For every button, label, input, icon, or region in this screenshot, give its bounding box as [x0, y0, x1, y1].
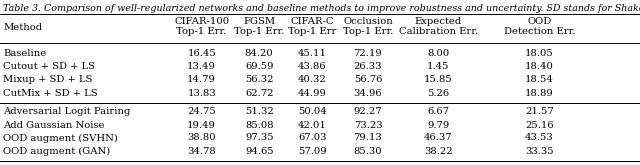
Text: 13.49: 13.49 [187, 63, 216, 71]
Text: 38.22: 38.22 [424, 147, 452, 155]
Text: CutMix + SD + LS: CutMix + SD + LS [3, 88, 98, 98]
Text: OOD augment (SVHN): OOD augment (SVHN) [3, 133, 118, 143]
Text: FGSM: FGSM [243, 17, 275, 27]
Text: 15.85: 15.85 [424, 76, 452, 84]
Text: 44.99: 44.99 [298, 88, 327, 98]
Text: Mixup + SD + LS: Mixup + SD + LS [3, 76, 93, 84]
Text: 84.20: 84.20 [245, 50, 273, 59]
Text: 94.65: 94.65 [245, 147, 273, 155]
Text: 42.01: 42.01 [298, 120, 327, 130]
Text: 34.78: 34.78 [188, 147, 216, 155]
Text: 79.13: 79.13 [354, 133, 382, 143]
Text: 16.45: 16.45 [188, 50, 216, 59]
Text: 13.83: 13.83 [188, 88, 216, 98]
Text: 6.67: 6.67 [428, 108, 449, 116]
Text: Occlusion: Occlusion [343, 17, 393, 27]
Text: 50.04: 50.04 [298, 108, 326, 116]
Text: 18.40: 18.40 [525, 63, 554, 71]
Text: 73.23: 73.23 [354, 120, 382, 130]
Text: Add Gaussian Noise: Add Gaussian Noise [3, 120, 105, 130]
Text: 14.79: 14.79 [187, 76, 216, 84]
Text: Cutout + SD + LS: Cutout + SD + LS [3, 63, 95, 71]
Text: OOD: OOD [527, 17, 552, 27]
Text: 9.79: 9.79 [428, 120, 449, 130]
Text: 34.96: 34.96 [354, 88, 382, 98]
Text: 45.11: 45.11 [298, 50, 327, 59]
Text: 57.09: 57.09 [298, 147, 326, 155]
Text: 85.08: 85.08 [245, 120, 273, 130]
Text: Top-1 Err.: Top-1 Err. [234, 28, 284, 36]
Text: Top-1 Err.: Top-1 Err. [343, 28, 393, 36]
Text: 72.19: 72.19 [354, 50, 382, 59]
Text: Top-1 Err.: Top-1 Err. [177, 28, 227, 36]
Text: Table 3. Comparison of well-regularized networks and baseline methods to improve: Table 3. Comparison of well-regularized … [3, 4, 640, 13]
Text: 19.49: 19.49 [187, 120, 216, 130]
Text: CIFAR-C: CIFAR-C [291, 17, 334, 27]
Text: 24.75: 24.75 [188, 108, 216, 116]
Text: 56.76: 56.76 [354, 76, 382, 84]
Text: 43.53: 43.53 [525, 133, 554, 143]
Text: 40.32: 40.32 [298, 76, 326, 84]
Text: Expected: Expected [415, 17, 462, 27]
Text: Top-1 Err: Top-1 Err [288, 28, 337, 36]
Text: 67.03: 67.03 [298, 133, 326, 143]
Text: 33.35: 33.35 [525, 147, 554, 155]
Text: 62.72: 62.72 [245, 88, 273, 98]
Text: 46.37: 46.37 [424, 133, 452, 143]
Text: 92.27: 92.27 [354, 108, 382, 116]
Text: Adversarial Logit Pairing: Adversarial Logit Pairing [3, 108, 131, 116]
Text: 69.59: 69.59 [245, 63, 273, 71]
Text: 5.26: 5.26 [428, 88, 449, 98]
Text: 1.45: 1.45 [427, 63, 450, 71]
Text: 25.16: 25.16 [525, 120, 554, 130]
Text: 21.57: 21.57 [525, 108, 554, 116]
Text: 43.86: 43.86 [298, 63, 326, 71]
Text: 51.32: 51.32 [245, 108, 273, 116]
Text: 26.33: 26.33 [354, 63, 382, 71]
Text: 18.54: 18.54 [525, 76, 554, 84]
Text: Detection Err.: Detection Err. [504, 28, 575, 36]
Text: 56.32: 56.32 [245, 76, 273, 84]
Text: Method: Method [3, 22, 42, 32]
Text: CIFAR-100: CIFAR-100 [174, 17, 229, 27]
Text: 18.89: 18.89 [525, 88, 554, 98]
Text: Calibration Err.: Calibration Err. [399, 28, 478, 36]
Text: 8.00: 8.00 [428, 50, 449, 59]
Text: Baseline: Baseline [3, 50, 47, 59]
Text: 38.80: 38.80 [188, 133, 216, 143]
Text: 97.35: 97.35 [245, 133, 273, 143]
Text: 85.30: 85.30 [354, 147, 382, 155]
Text: OOD augment (GAN): OOD augment (GAN) [3, 147, 111, 156]
Text: 18.05: 18.05 [525, 50, 554, 59]
